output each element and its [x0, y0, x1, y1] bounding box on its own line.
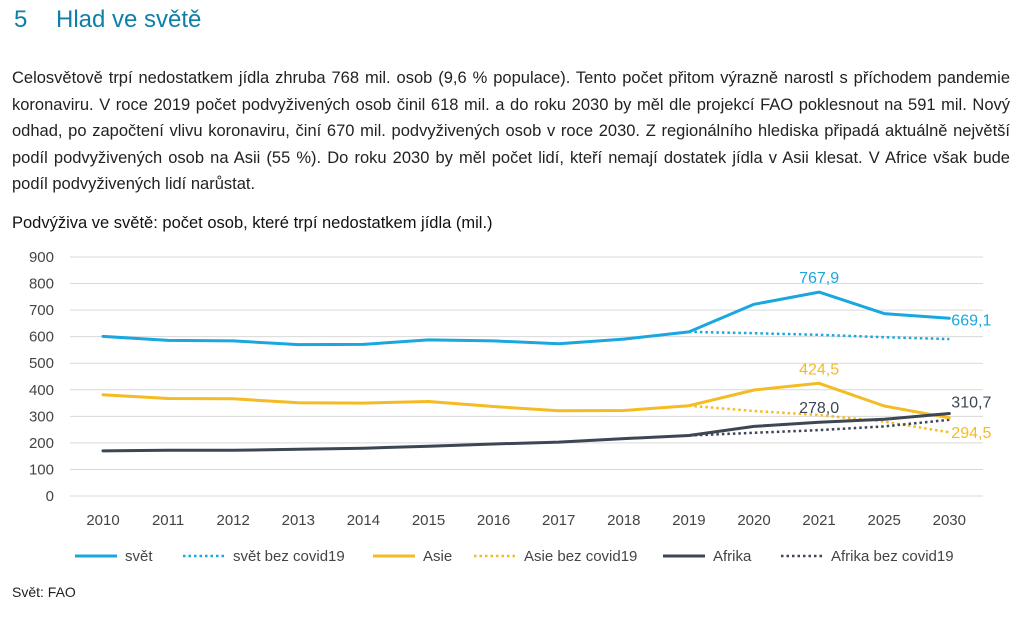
x-tick-label: 2025	[868, 512, 901, 529]
series-line-asie	[101, 381, 951, 420]
legend-label: svět bez covid19	[233, 548, 345, 565]
y-tick-label: 600	[29, 329, 54, 346]
chart-title: Podvýživa ve světě: počet osob, které tr…	[12, 214, 493, 232]
x-tick-label: 2011	[152, 512, 184, 529]
series-line-svět-bez-covid19	[688, 330, 950, 341]
section-heading: 5 Hlad ve světě	[14, 6, 201, 34]
legend-label: Afrika bez covid19	[831, 548, 954, 565]
y-tick-label: 100	[29, 461, 54, 478]
section-title: Hlad ve světě	[56, 6, 202, 33]
data-label: 310,7	[951, 394, 991, 411]
series-line-svět	[101, 290, 951, 347]
y-tick-label: 0	[46, 488, 54, 505]
x-tick-label: 2017	[542, 512, 575, 529]
data-label: 767,9	[799, 270, 839, 287]
section-number: 5	[14, 6, 28, 33]
x-tick-label: 2014	[347, 512, 380, 529]
x-tick-label: 2015	[412, 512, 445, 529]
legend-label: Asie	[423, 548, 452, 565]
data-label: 424,5	[799, 361, 839, 378]
x-tick-label: 2012	[217, 512, 250, 529]
y-tick-label: 900	[29, 249, 54, 266]
y-tick-label: 700	[29, 302, 54, 319]
data-label: 669,1	[951, 312, 991, 329]
intro-paragraph: Celosvětově trpí nedostatkem jídla zhrub…	[12, 69, 1010, 193]
legend-label: Afrika	[713, 548, 752, 565]
x-tick-label: 2020	[737, 512, 770, 529]
x-tick-label: 2019	[672, 512, 705, 529]
x-tick-label: 2010	[86, 512, 119, 529]
legend-label: svět	[125, 548, 153, 565]
y-tick-label: 800	[29, 276, 54, 293]
y-tick-label: 500	[29, 355, 54, 372]
y-tick-label: 400	[29, 382, 54, 399]
data-label: 294,5	[951, 425, 991, 442]
x-tick-label: 2016	[477, 512, 510, 529]
x-tick-label: 2018	[607, 512, 640, 529]
x-tick-label: 2021	[802, 512, 835, 529]
y-tick-label: 200	[29, 435, 54, 452]
x-tick-label: 2013	[282, 512, 315, 529]
data-label: 278,0	[799, 400, 839, 417]
legend-label: Asie bez covid19	[524, 548, 637, 565]
y-tick-label: 300	[29, 408, 54, 425]
source-note: Svět: FAO	[12, 584, 76, 600]
x-tick-label: 2030	[933, 512, 966, 529]
series-line-afrika	[101, 412, 951, 453]
